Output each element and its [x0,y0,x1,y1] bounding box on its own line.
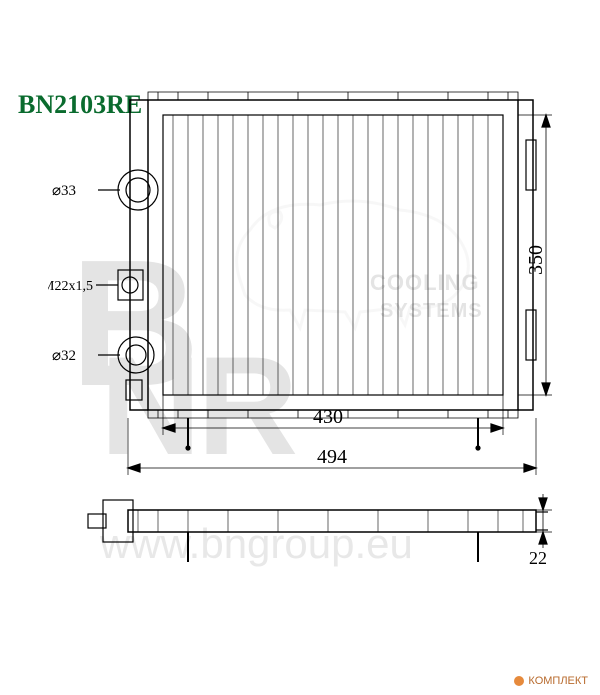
dim-overall-width: 494 [317,446,347,468]
label-inlet-dia: ⌀33 [52,183,76,199]
label-outlet-dia: ⌀32 [52,348,76,364]
dim-height: 350 [525,245,547,275]
footer-brand-text: КОМПЛЕКТ [528,675,588,687]
dim-core-width: 430 [313,406,343,428]
footer-dot-icon [514,676,524,686]
label-thread: M22x1,5 [48,279,93,294]
footer-brand: КОМПЛЕКТ [514,675,588,687]
dim-thickness: 22 [529,548,547,568]
technical-drawing: 350 430 494 ⌀33 M22x1,5 ⌀32 [48,80,552,620]
